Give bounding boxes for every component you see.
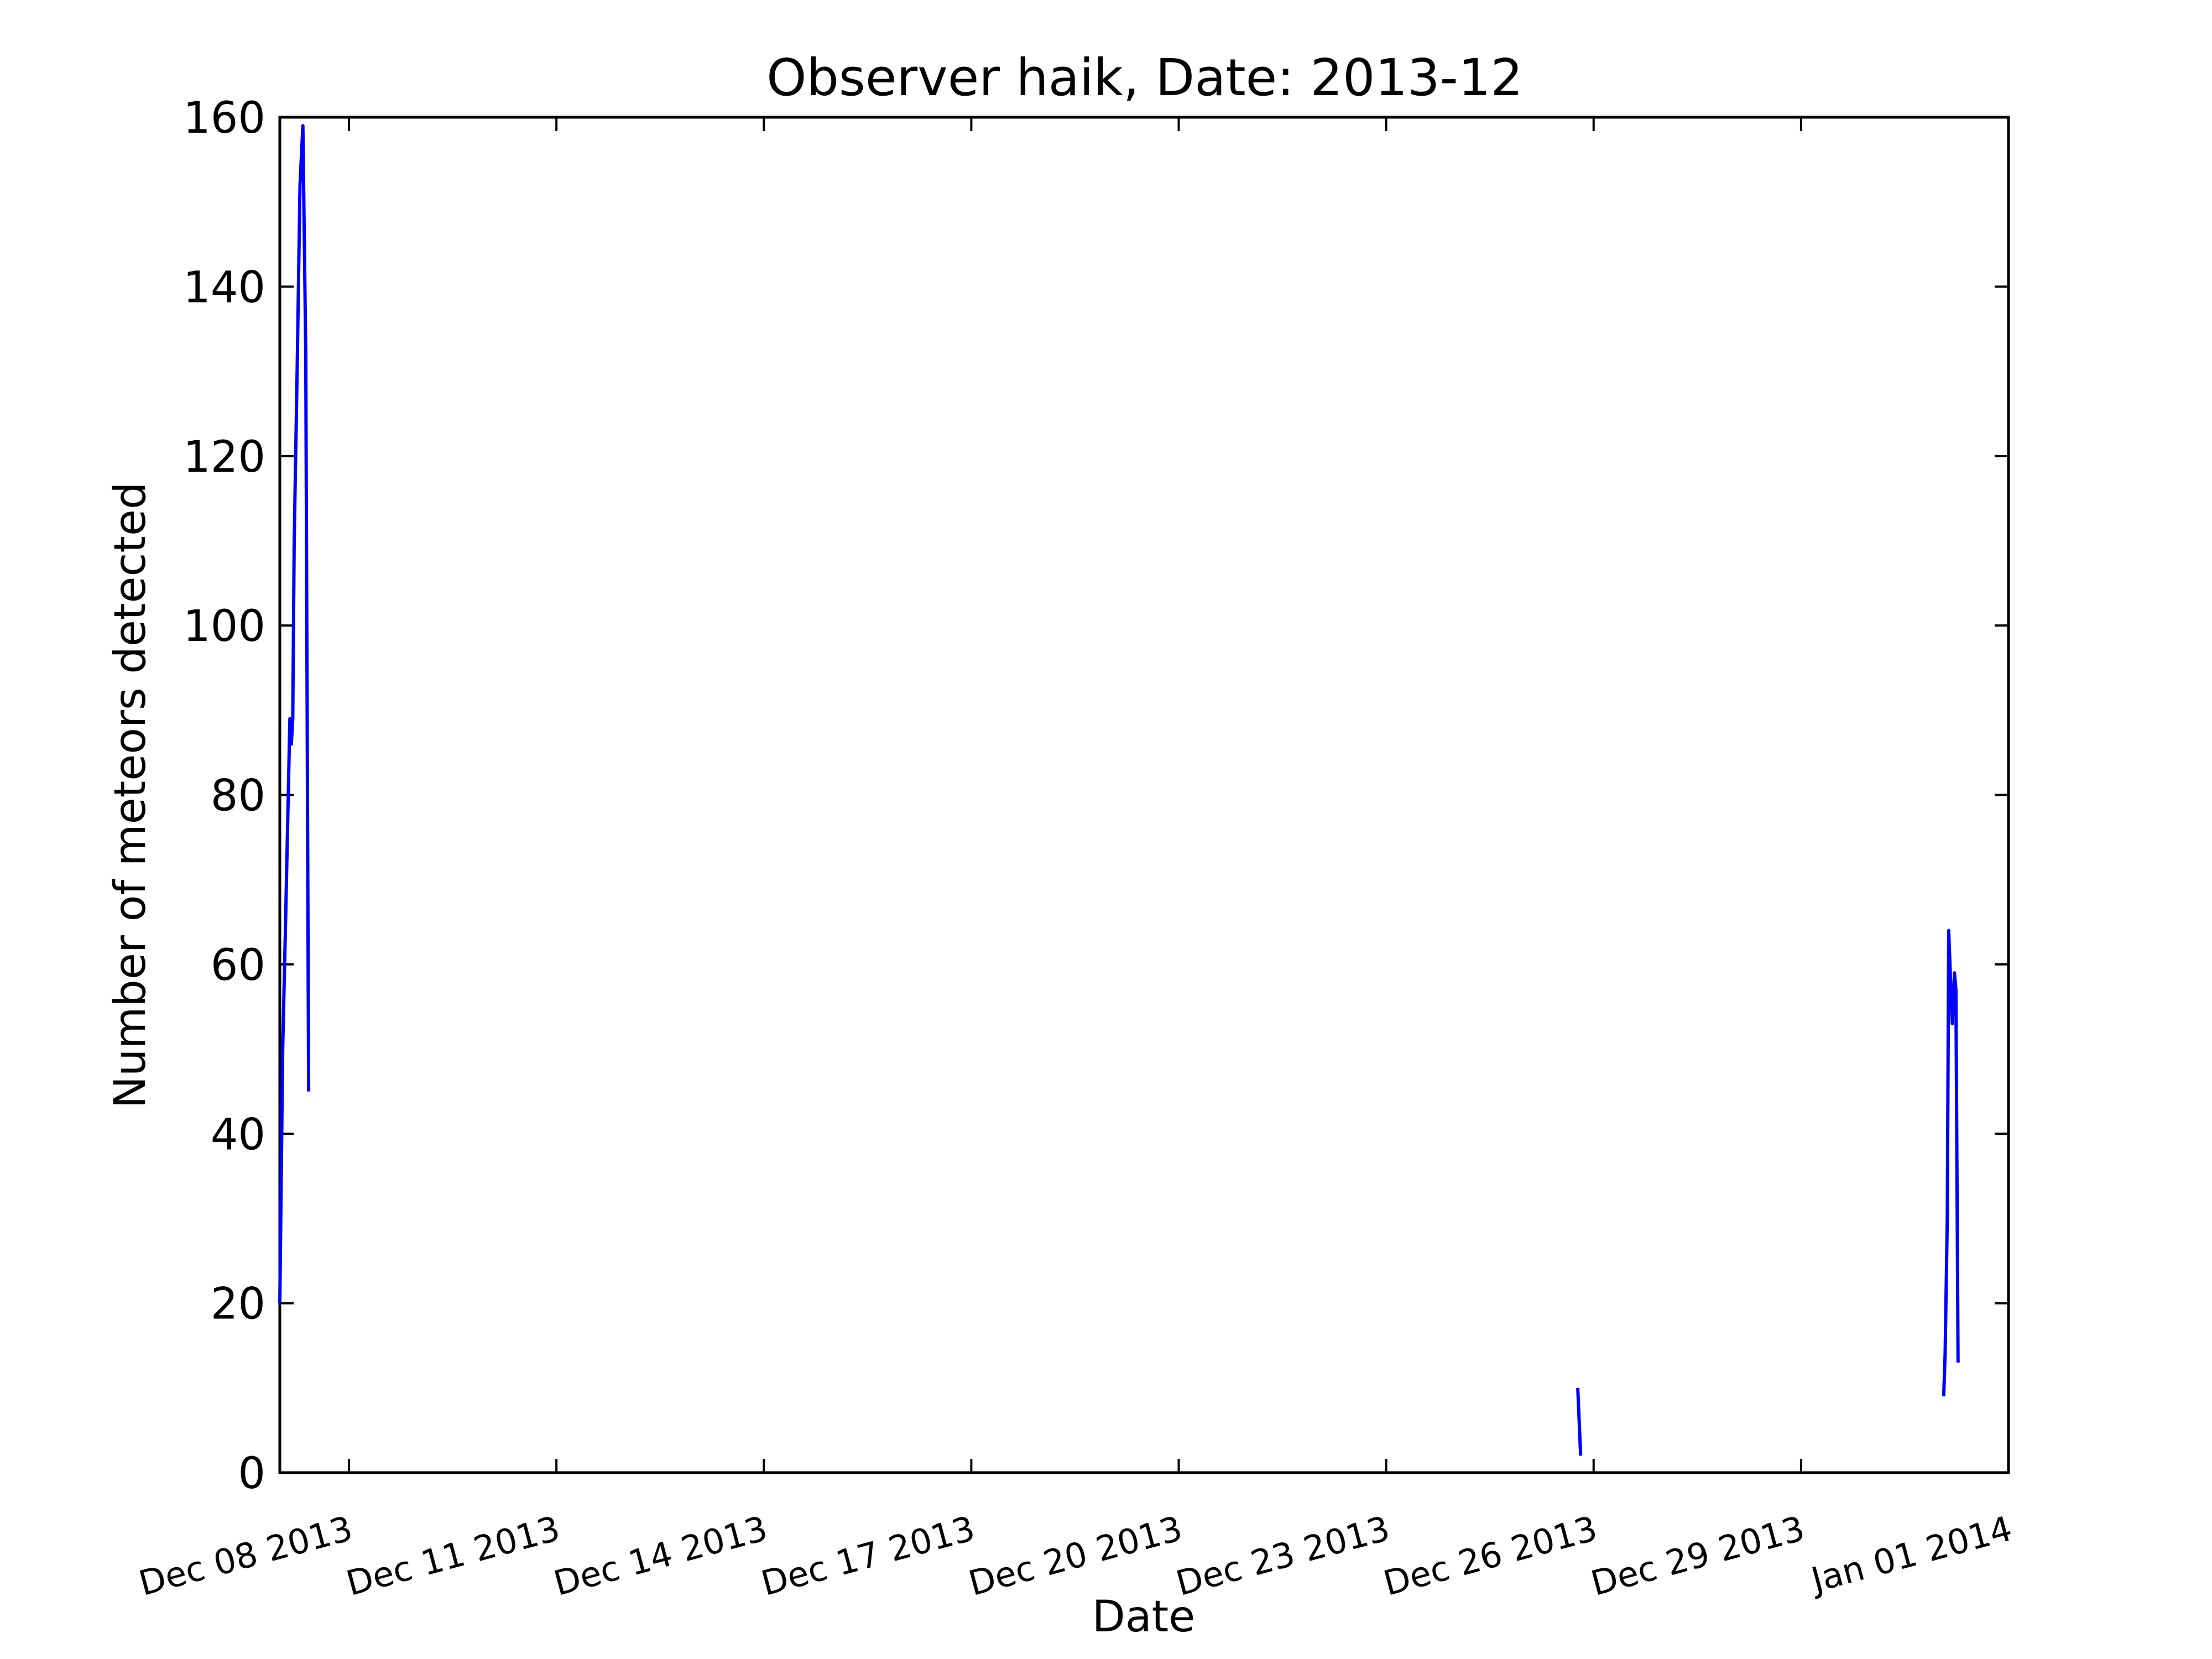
x-axis-label: Date [1092, 1592, 1195, 1642]
series-line-segment-2 [1576, 1387, 1583, 1456]
series-meteor-count [278, 124, 1960, 1456]
y-tick-label: 20 [211, 1280, 265, 1329]
y-tick-label: 120 [183, 432, 265, 482]
chart-title: Observer haik, Date: 2013-12 [766, 48, 1523, 107]
y-tick-label: 60 [211, 941, 265, 990]
y-tick-label: 80 [211, 771, 265, 821]
y-tick-label: 0 [238, 1449, 265, 1499]
y-axis-label: Number of meteors detected [106, 482, 155, 1109]
y-axis: 0 20 40 60 80 100 120 140 160 [183, 93, 2008, 1499]
y-tick-label: 160 [183, 93, 265, 143]
y-tick-label: 40 [211, 1110, 265, 1160]
series-line-segment-3 [1942, 928, 1960, 1397]
y-tick-label: 100 [183, 602, 265, 651]
series-line-segment-1 [278, 124, 311, 1303]
y-tick-label: 140 [183, 263, 265, 312]
